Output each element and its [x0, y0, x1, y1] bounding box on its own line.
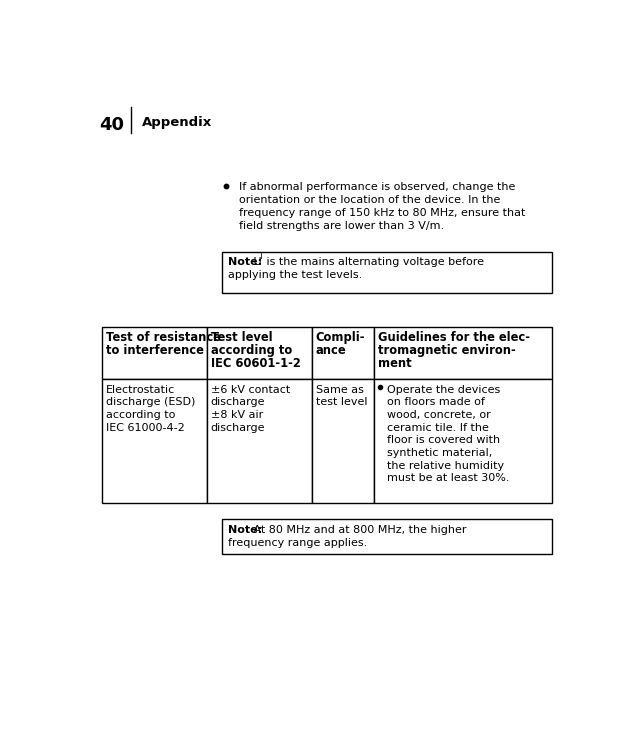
FancyBboxPatch shape — [102, 327, 207, 379]
FancyBboxPatch shape — [312, 327, 374, 379]
Text: At 80 MHz and at 800 MHz, the higher: At 80 MHz and at 800 MHz, the higher — [250, 525, 466, 535]
Text: ceramic tile. If the: ceramic tile. If the — [387, 423, 489, 433]
Text: Test of resistance: Test of resistance — [106, 332, 221, 344]
Text: ment: ment — [378, 357, 411, 370]
Text: ance: ance — [316, 344, 347, 357]
Text: on floors made of: on floors made of — [387, 398, 484, 407]
Text: If abnormal performance is observed, change the: If abnormal performance is observed, cha… — [240, 182, 516, 193]
Text: test level: test level — [316, 398, 367, 407]
Text: tromagnetic environ-: tromagnetic environ- — [378, 344, 516, 357]
FancyBboxPatch shape — [374, 327, 552, 379]
Text: Operate the devices: Operate the devices — [387, 385, 500, 394]
Text: IEC 61000-4-2: IEC 61000-4-2 — [106, 423, 185, 433]
Text: Same as: Same as — [316, 385, 364, 394]
Text: U: U — [250, 257, 262, 268]
Text: orientation or the location of the device. In the: orientation or the location of the devic… — [240, 195, 501, 205]
Text: Note:: Note: — [228, 257, 262, 268]
Text: according to: according to — [211, 344, 292, 357]
Text: ±8 kV air: ±8 kV air — [211, 410, 263, 420]
Text: applying the test levels.: applying the test levels. — [228, 270, 362, 280]
FancyBboxPatch shape — [207, 327, 312, 379]
Text: discharge: discharge — [211, 423, 265, 433]
Text: field strengths are lower than 3 V/m.: field strengths are lower than 3 V/m. — [240, 220, 445, 230]
Text: discharge (ESD): discharge (ESD) — [106, 398, 195, 407]
Text: Note:: Note: — [228, 525, 262, 535]
Text: 40: 40 — [99, 116, 124, 134]
FancyBboxPatch shape — [312, 379, 374, 503]
Text: frequency range applies.: frequency range applies. — [228, 538, 367, 548]
Text: frequency range of 150 kHz to 80 MHz, ensure that: frequency range of 150 kHz to 80 MHz, en… — [240, 208, 526, 218]
FancyBboxPatch shape — [207, 379, 312, 503]
Text: T: T — [259, 252, 264, 261]
Text: the relative humidity: the relative humidity — [387, 460, 504, 471]
Text: according to: according to — [106, 410, 175, 420]
Text: floor is covered with: floor is covered with — [387, 435, 500, 445]
FancyBboxPatch shape — [374, 379, 552, 503]
Text: wood, concrete, or: wood, concrete, or — [387, 410, 491, 420]
FancyBboxPatch shape — [102, 379, 207, 503]
Text: IEC 60601-1-2: IEC 60601-1-2 — [211, 357, 301, 370]
Text: Electrostatic: Electrostatic — [106, 385, 175, 394]
Text: Appendix: Appendix — [142, 116, 212, 129]
FancyBboxPatch shape — [223, 519, 552, 554]
Text: is the mains alternating voltage before: is the mains alternating voltage before — [264, 257, 484, 268]
Text: Compli-: Compli- — [316, 332, 365, 344]
Text: discharge: discharge — [211, 398, 265, 407]
Text: must be at least 30%.: must be at least 30%. — [387, 473, 509, 484]
Text: Test level: Test level — [211, 332, 272, 344]
Text: synthetic material,: synthetic material, — [387, 448, 492, 458]
FancyBboxPatch shape — [223, 252, 552, 293]
Text: Guidelines for the elec-: Guidelines for the elec- — [378, 332, 530, 344]
Text: to interference: to interference — [106, 344, 204, 357]
Text: ±6 kV contact: ±6 kV contact — [211, 385, 290, 394]
